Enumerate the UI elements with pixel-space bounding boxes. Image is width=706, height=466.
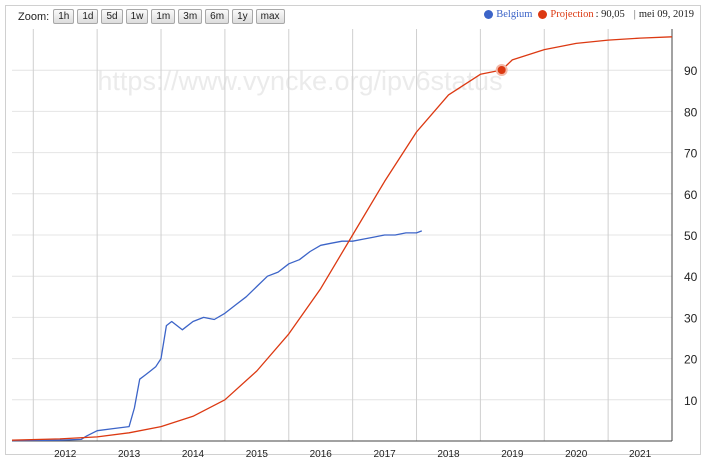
zoom-max-button[interactable]: max xyxy=(255,9,285,24)
zoom-1w-button[interactable]: 1w xyxy=(125,9,149,24)
watermark-text: https://www.vyncke.org/ipv6status xyxy=(97,66,502,96)
x-tick-label: 2020 xyxy=(565,449,588,460)
zoom-1m-button[interactable]: 1m xyxy=(151,9,176,24)
chart-border xyxy=(5,5,701,455)
x-tick-label: 2015 xyxy=(246,449,269,460)
y-tick-label: 90 xyxy=(684,64,698,78)
belgium-dot-icon xyxy=(484,10,494,19)
y-tick-label: 40 xyxy=(684,270,698,284)
x-tick-label: 2019 xyxy=(501,449,524,460)
legend: Belgium Projection : 90,05 | mei 09, 201… xyxy=(484,9,694,20)
x-tick-label: 2012 xyxy=(54,449,77,460)
zoom-1y-button[interactable]: 1y xyxy=(232,9,253,24)
y-tick-label: 30 xyxy=(684,311,698,325)
series-line-projection xyxy=(11,36,673,441)
y-tick-label: 20 xyxy=(684,353,698,367)
x-tick-label: 2013 xyxy=(118,449,141,460)
y-tick-label: 60 xyxy=(684,188,698,202)
projection-dot-icon xyxy=(538,10,548,19)
y-tick-label: 70 xyxy=(684,147,698,161)
x-tick-label: 2018 xyxy=(437,449,460,460)
series-line-belgium xyxy=(11,230,423,442)
y-tick-label: 80 xyxy=(684,105,698,119)
x-tick-label: 2014 xyxy=(182,449,205,460)
y-tick-label: 50 xyxy=(684,229,698,243)
zoom-3m-button[interactable]: 3m xyxy=(178,9,203,24)
legend-item-belgium[interactable]: Belgium xyxy=(484,9,532,20)
legend-date: mei 09, 2019 xyxy=(638,9,694,20)
zoom-bar: Zoom: 1h 1d 5d 1w 1m 3m 6m 1y max xyxy=(18,9,288,24)
zoom-label: Zoom: xyxy=(18,10,50,23)
y-tick-label: 10 xyxy=(684,394,698,408)
zoom-5d-button[interactable]: 5d xyxy=(101,9,123,24)
legend-projection-label: Projection xyxy=(550,9,594,20)
x-tick-label: 2021 xyxy=(629,449,652,460)
legend-projection-value: : 90,05 xyxy=(595,9,625,20)
legend-separator: | xyxy=(633,9,636,20)
zoom-1h-button[interactable]: 1h xyxy=(53,9,75,24)
x-tick-label: 2017 xyxy=(373,449,396,460)
x-tick-label: 2016 xyxy=(310,449,333,460)
projection-marker xyxy=(495,63,508,76)
zoom-6m-button[interactable]: 6m xyxy=(205,9,230,24)
zoom-1d-button[interactable]: 1d xyxy=(77,9,99,24)
legend-item-projection[interactable]: Projection : 90,05 xyxy=(538,9,625,20)
legend-belgium-label: Belgium xyxy=(496,9,533,20)
